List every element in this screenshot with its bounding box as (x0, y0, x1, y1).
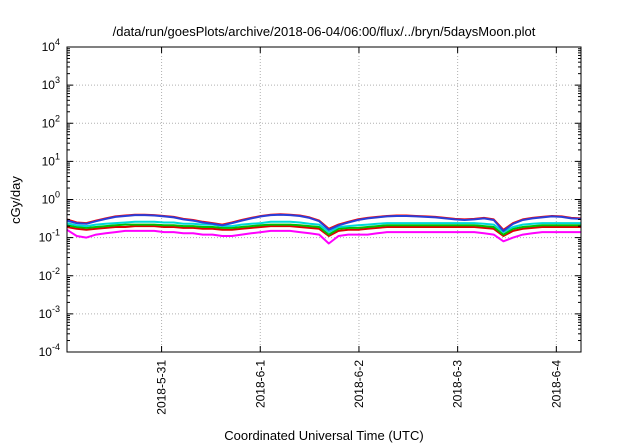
y-tick-label: 104 (42, 37, 60, 54)
y-tick-label: 10-2 (39, 266, 60, 283)
y-axis-label: cGy/day (8, 176, 23, 224)
series-line (66, 213, 582, 232)
x-tick-label: 2018-5-31 (155, 360, 169, 415)
y-tick-label: 10-1 (39, 228, 60, 245)
x-tick-label: 2018-6-3 (451, 360, 465, 408)
series-line (66, 225, 581, 237)
y-tick-label: 102 (42, 113, 60, 130)
y-tick-label: 100 (42, 190, 60, 207)
grid (67, 46, 581, 353)
y-tick-label: 10-3 (39, 304, 60, 321)
y-tick-label: 103 (42, 75, 60, 92)
x-axis-ticks: 2018-5-31 2018-6-1 2018-6-2 2018-6-3 2018-6-… (155, 47, 563, 415)
data-series (66, 213, 582, 245)
series-line (66, 223, 581, 236)
x-tick-label: 2018-6-2 (352, 360, 366, 408)
plot-frame (66, 46, 582, 353)
y-axis-ticks: 10-4 10-3 10-2 10-1 100 101 102 103 104 (39, 37, 581, 359)
series-line (66, 220, 581, 234)
x-tick-label: 2018-6-4 (549, 360, 563, 408)
y-tick-label: 10-4 (39, 342, 60, 359)
series-line (66, 228, 581, 245)
y-tick-label: 101 (42, 151, 60, 168)
chart-title: /data/run/goesPlots/archive/2018-06-04/0… (113, 24, 536, 39)
x-tick-label: 2018-6-1 (253, 360, 267, 408)
x-axis-label: Coordinated Universal Time (UTC) (224, 428, 423, 443)
